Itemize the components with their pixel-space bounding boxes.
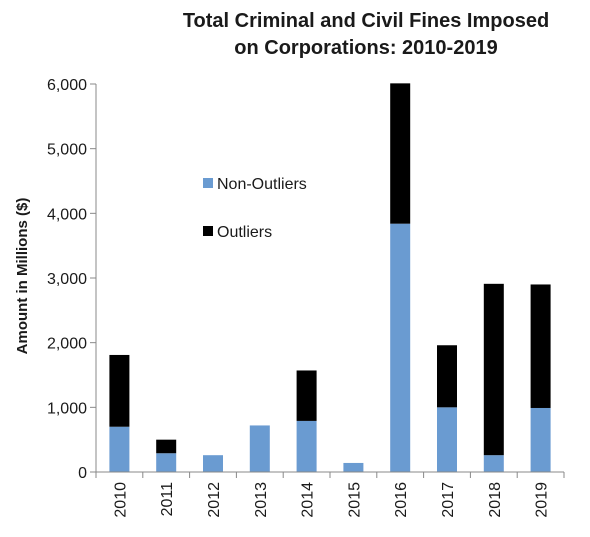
bar-non-outliers-2019 [530,407,551,472]
bar-non-outliers-2011 [156,453,177,472]
x-tick-label-2015: 2015 [346,482,363,518]
bar-outliers-2010 [109,354,130,427]
bar-non-outliers-2017 [437,407,457,472]
legend-label-outliers: Outliers [217,224,272,241]
bar-non-outliers-2015 [343,462,364,472]
bar-non-outliers-2013 [249,425,270,472]
x-tick-label-2013: 2013 [253,482,270,518]
legend-swatch-outliers [203,226,213,236]
y-axis-label: Amount in Millions ($) [14,198,31,355]
legend-swatch-non-outliers [203,178,213,188]
y-axis-ticks: 0 1,000 2,000 3,000 4,000 5,000 6,000 [47,77,96,482]
bar-non-outliers-2018 [483,455,504,472]
bar-non-outliers-2014 [296,420,317,472]
bars [109,83,551,472]
y-tick-label: 4,000 [47,206,87,223]
y-tick-label: 1,000 [47,400,87,417]
x-tick-label-2018: 2018 [487,482,504,518]
bar-outliers-2017 [437,345,457,408]
bar-outliers-2014 [296,370,317,421]
bar-outliers-2016 [390,83,411,224]
bar-outliers-2019 [530,284,551,408]
x-axis-ticks: 2010 2011 2012 2013 2014 2015 2016 2017 2018 2019 [95,472,565,518]
y-tick-label: 2,000 [47,336,87,353]
bar-non-outliers-2016 [390,223,411,472]
y-tick-label: 0 [78,465,87,482]
x-tick-label-2010: 2010 [112,482,129,518]
x-tick-label-2011: 2011 [159,482,176,517]
chart-title-line-1: Total Criminal and Civil Fines Imposed [183,10,549,32]
y-tick-label: 6,000 [47,77,87,94]
legend: Non-Outliers Outliers [203,176,307,241]
x-tick-label-2014: 2014 [300,482,317,518]
x-tick-label-2017: 2017 [440,482,457,518]
y-tick-label: 5,000 [47,142,87,159]
x-tick-label-2019: 2019 [534,482,551,518]
bar-non-outliers-2010 [109,426,130,472]
bar-outliers-2018 [483,283,504,456]
x-tick-label-2016: 2016 [393,482,410,518]
legend-label-non-outliers: Non-Outliers [217,176,307,193]
y-tick-label: 3,000 [47,271,87,288]
chart-title-line-2: on Corporations: 2010-2019 [234,37,497,59]
bar-outliers-2011 [156,439,177,454]
bar-non-outliers-2012 [203,455,223,472]
x-tick-label-2012: 2012 [206,482,223,518]
